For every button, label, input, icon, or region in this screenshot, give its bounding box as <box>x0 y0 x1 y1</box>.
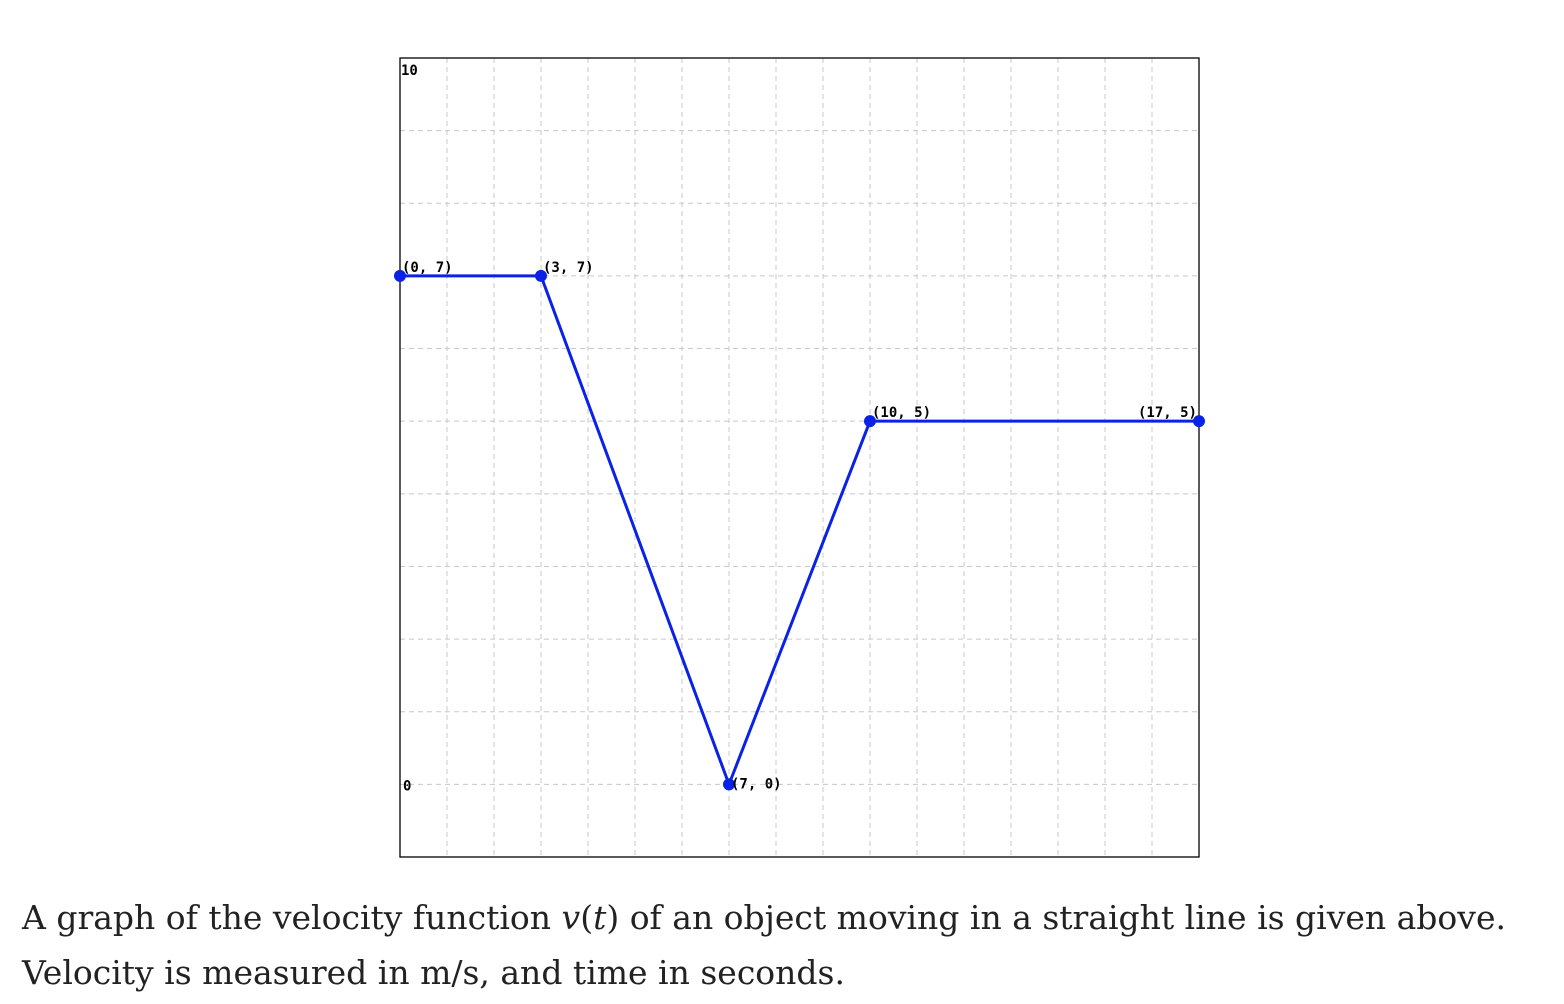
caption-variable-symbol: t <box>593 898 607 937</box>
figure-caption: A graph of the velocity function v(t) of… <box>22 890 1542 1000</box>
point-label: (17, 5) <box>1138 405 1197 421</box>
point-label: (0, 7) <box>402 260 453 276</box>
caption-line-2: Velocity is measured in m/s, and time in… <box>22 953 845 992</box>
caption-line-1: A graph of the velocity function v(t) of… <box>22 890 1542 945</box>
point-label: (10, 5) <box>872 405 931 421</box>
caption-paren-open: ( <box>580 898 594 937</box>
velocity-series <box>394 269 1205 791</box>
caption-text-before: A graph of the velocity function <box>22 898 562 937</box>
data-point <box>723 778 735 791</box>
caption-paren-close: ) <box>606 898 620 937</box>
point-label: (7, 0) <box>731 776 782 792</box>
grid-lines <box>400 58 1199 857</box>
data-point <box>1193 415 1205 428</box>
y-tick-label-zero: 0 <box>403 778 411 794</box>
point-label: (3, 7) <box>543 260 594 276</box>
caption-function-symbol: v <box>561 898 581 937</box>
data-point <box>394 269 406 282</box>
data-point <box>864 415 876 428</box>
chart-labels: 10 0 (0, 7) (3, 7) (7, 0) (10, 5) (17, 5) <box>401 63 1197 794</box>
y-tick-label-top: 10 <box>401 63 418 79</box>
plot-frame <box>399 57 1200 858</box>
caption-text-after: of an object moving in a straight line i… <box>619 898 1506 937</box>
data-point <box>535 269 547 282</box>
velocity-line <box>400 274 1199 786</box>
